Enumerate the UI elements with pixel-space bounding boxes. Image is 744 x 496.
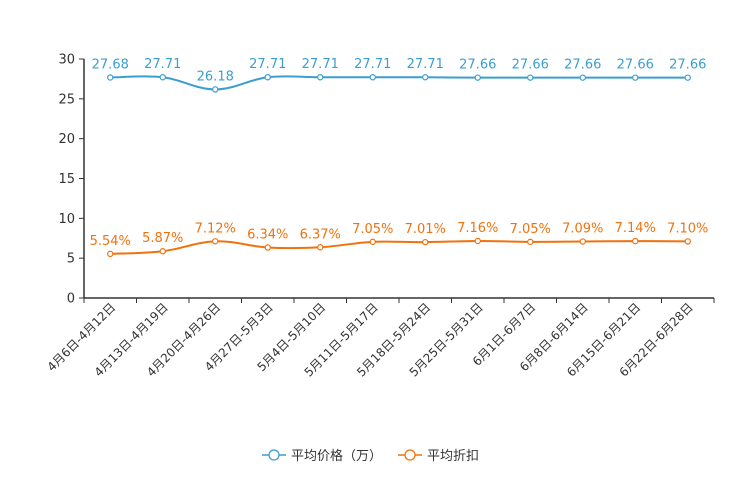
legend-marker-icon <box>404 449 416 461</box>
legend-item-avg-discount[interactable]: 平均折扣 <box>398 449 479 464</box>
data-label: 27.66 <box>564 58 601 73</box>
data-point[interactable] <box>107 250 114 258</box>
data-point[interactable] <box>579 74 586 81</box>
data-point[interactable] <box>474 74 481 81</box>
data-label: 7.16% <box>457 221 498 236</box>
y-tick-label: 20 <box>58 132 75 147</box>
data-label: 7.09% <box>562 222 603 237</box>
data-point[interactable] <box>422 74 429 81</box>
legend-marker-icon <box>268 449 280 461</box>
data-label: 6.37% <box>300 227 341 242</box>
data-label: 27.66 <box>459 58 496 73</box>
legend-item-avg-price[interactable]: 平均价格（万） <box>262 448 382 464</box>
data-label: 27.66 <box>512 58 549 73</box>
y-tick-label: 5 <box>67 252 75 267</box>
data-point[interactable] <box>632 74 639 81</box>
y-tick-label: 15 <box>58 172 75 187</box>
data-point[interactable] <box>264 244 271 251</box>
data-point[interactable] <box>527 238 534 246</box>
data-point[interactable] <box>159 74 166 81</box>
data-label: 7.01% <box>405 222 446 237</box>
data-point[interactable] <box>369 74 376 81</box>
data-label: 7.10% <box>667 221 708 236</box>
y-tick-label: 10 <box>58 212 75 227</box>
data-point[interactable] <box>632 237 639 245</box>
data-label: 7.05% <box>510 222 551 237</box>
series-avg-discount: 5.54% 5.87% 7.12% 6.34% 6.37% 7.05% 7.01% 7.16%… <box>90 221 708 258</box>
data-point[interactable] <box>212 86 219 93</box>
data-label: 5.54% <box>90 234 131 249</box>
legend-label: 平均价格（万） <box>291 448 382 464</box>
data-label: 7.05% <box>352 222 393 237</box>
y-tick-label: 0 <box>67 292 75 307</box>
data-point[interactable] <box>107 74 114 81</box>
data-point[interactable] <box>527 74 534 81</box>
legend[interactable]: 平均价格（万） 平均折扣 <box>262 448 479 464</box>
data-point[interactable] <box>159 248 166 255</box>
data-label: 6.34% <box>247 227 288 242</box>
data-point[interactable] <box>264 74 271 81</box>
data-label: 7.12% <box>195 221 236 236</box>
series-line <box>110 239 688 255</box>
data-label: 26.18 <box>197 69 234 84</box>
data-label: 27.71 <box>249 57 286 72</box>
data-label: 27.71 <box>407 57 444 72</box>
data-label: 27.66 <box>669 58 706 73</box>
data-label: 27.66 <box>617 58 654 73</box>
x-axis: 4月6日-4月12日4月13日-4月19日4月20日-4月26日4月27日-5月… <box>44 297 715 380</box>
y-tick-label: 30 <box>58 53 75 68</box>
data-label: 27.71 <box>144 57 181 72</box>
data-point[interactable] <box>684 238 691 245</box>
series-line <box>110 75 688 91</box>
series-layer: 27.68 27.71 26.18 27.71 27.71 27.71 27.71 27.66… <box>90 57 708 258</box>
data-point[interactable] <box>579 238 586 245</box>
data-point[interactable] <box>317 244 324 251</box>
data-point[interactable] <box>422 238 429 246</box>
data-label: 5.87% <box>142 231 183 246</box>
data-point[interactable] <box>684 74 691 81</box>
series-avg-price: 27.68 27.71 26.18 27.71 27.71 27.71 27.71 27.66… <box>92 57 706 93</box>
data-point[interactable] <box>369 238 376 246</box>
data-point[interactable] <box>317 74 324 81</box>
y-axis: 0 5 10 15 20 25 30 <box>58 53 85 307</box>
data-label: 27.68 <box>92 57 129 72</box>
y-tick-label: 25 <box>58 92 75 107</box>
data-label: 27.71 <box>302 57 339 72</box>
data-label: 27.71 <box>354 57 391 72</box>
legend-label: 平均折扣 <box>427 449 479 464</box>
data-point[interactable] <box>474 237 481 245</box>
data-label: 7.14% <box>615 221 656 236</box>
data-point[interactable] <box>212 238 219 245</box>
